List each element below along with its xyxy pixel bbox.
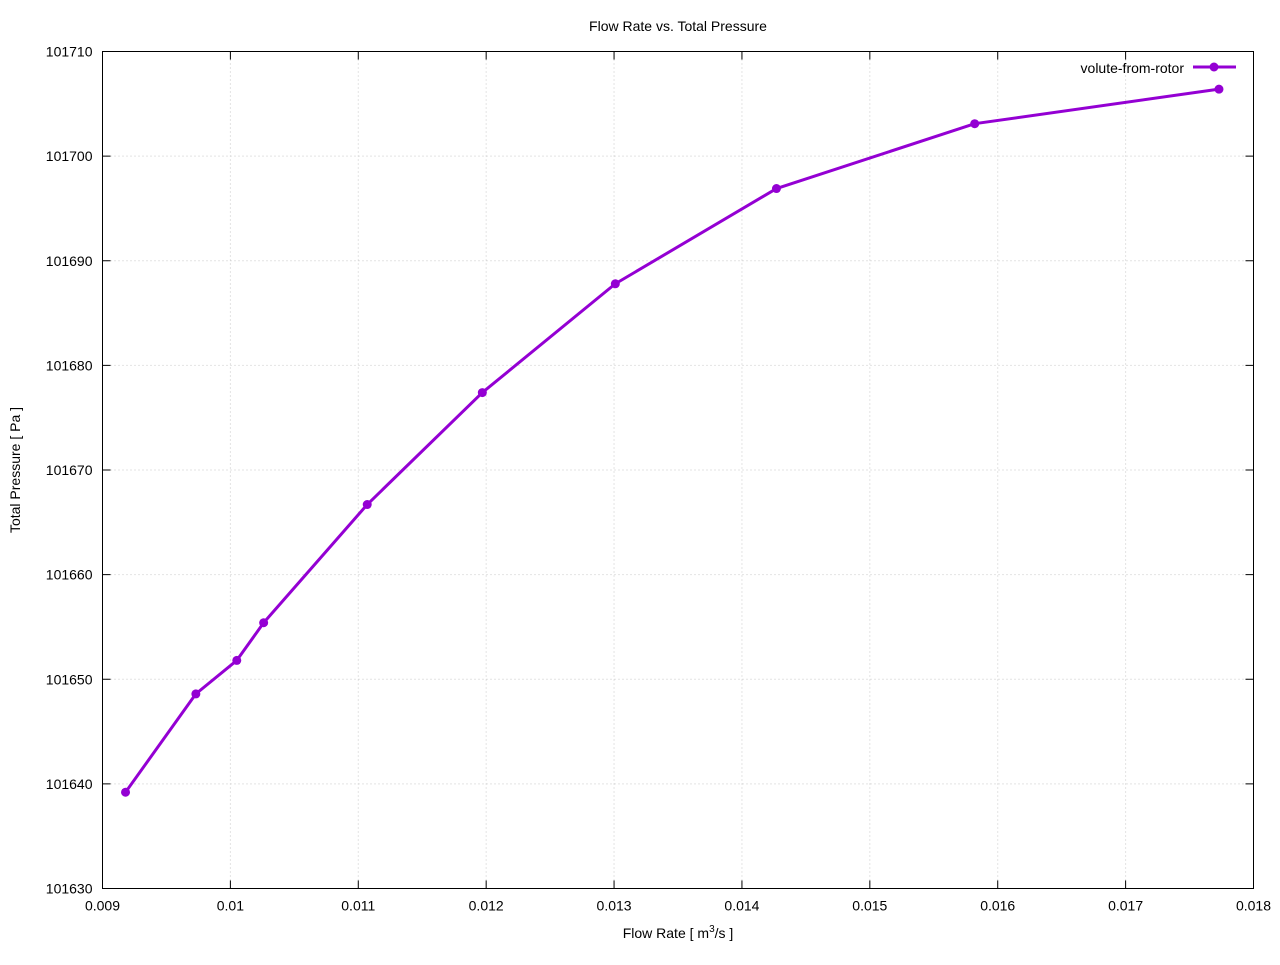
y-tick-label: 101640	[46, 776, 93, 792]
data-point	[970, 119, 980, 129]
data-point	[191, 689, 201, 699]
y-tick-label: 101710	[46, 44, 93, 60]
data-point	[610, 279, 620, 289]
grid	[102, 51, 1254, 889]
ticks: 0.009 0.01 0.011 0.012 0.013 0.014 0.015 0.016 0…	[46, 44, 1271, 914]
y-tick-label: 101630	[46, 881, 93, 897]
x-axis-label: Flow Rate [ m3/s ]	[623, 924, 734, 941]
x-tick-label: 0.013	[597, 898, 632, 914]
series-line	[124, 87, 1220, 794]
data-point	[232, 655, 242, 665]
y-tick-label: 101690	[46, 253, 93, 269]
y-tick-label: 101670	[46, 462, 93, 478]
y-axis-label: Total Pressure [ Pa ]	[7, 407, 23, 533]
series	[121, 84, 1224, 797]
data-point	[771, 184, 781, 194]
y-tick-label: 101680	[46, 357, 93, 373]
legend: volute-from-rotor	[1081, 60, 1236, 76]
y-tick-label: 101700	[46, 148, 93, 164]
x-tick-label: 0.016	[980, 898, 1015, 914]
data-point	[259, 618, 269, 628]
chart-title: Flow Rate vs. Total Pressure	[589, 18, 767, 34]
data-point	[1214, 84, 1224, 94]
y-tick-label: 101660	[46, 567, 93, 583]
data-point	[362, 500, 372, 510]
x-tick-label: 0.01	[217, 898, 244, 914]
x-tick-label: 0.012	[469, 898, 504, 914]
x-tick-label: 0.011	[341, 898, 375, 914]
x-tick-label: 0.014	[724, 898, 759, 914]
data-point	[477, 388, 487, 398]
legend-marker	[1209, 62, 1219, 72]
x-tick-label: 0.017	[1108, 898, 1143, 914]
x-tick-label: 0.018	[1236, 898, 1271, 914]
x-tick-label: 0.009	[85, 898, 120, 914]
y-tick-label: 101650	[46, 671, 93, 687]
legend-label: volute-from-rotor	[1081, 60, 1185, 76]
x-tick-label: 0.015	[852, 898, 887, 914]
plot-border	[102, 51, 1254, 889]
data-point	[121, 787, 131, 797]
